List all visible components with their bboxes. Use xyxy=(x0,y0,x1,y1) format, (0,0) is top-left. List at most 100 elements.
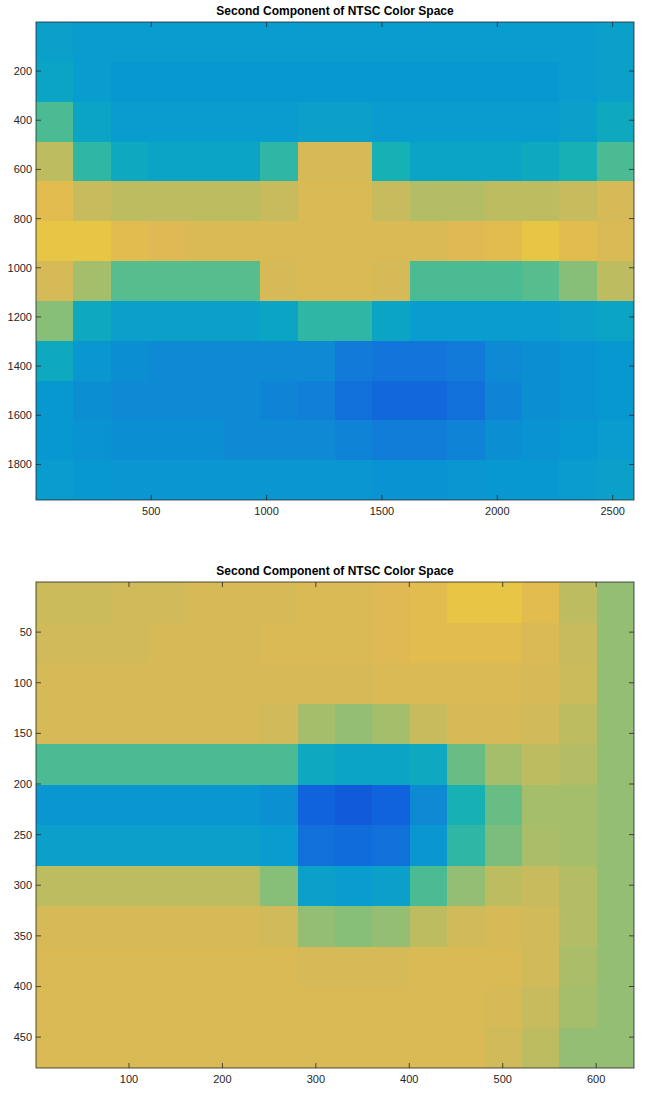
heat-cell xyxy=(111,704,149,745)
heat-cell xyxy=(148,62,186,102)
heat-cell xyxy=(36,420,74,460)
x-tick xyxy=(266,495,267,500)
y-tick xyxy=(629,733,634,734)
heat-cell xyxy=(36,582,74,623)
heat-cell xyxy=(298,62,336,102)
heat-cell xyxy=(485,102,523,142)
heat-cell xyxy=(485,906,523,947)
heat-cell xyxy=(372,381,410,421)
heat-cell xyxy=(223,381,261,421)
heat-cell xyxy=(522,906,560,947)
heat-cell xyxy=(223,987,261,1028)
heat-cell xyxy=(298,987,336,1028)
x-tick-label: 500 xyxy=(142,505,160,517)
heat-cell xyxy=(372,906,410,947)
heat-cell xyxy=(148,582,186,623)
y-tick-label: 1000 xyxy=(8,262,32,274)
heat-cell xyxy=(522,261,560,301)
heat-cell xyxy=(36,62,74,102)
heat-cell xyxy=(36,623,74,664)
heat-cell xyxy=(597,460,634,500)
heat-cell xyxy=(372,142,410,182)
heat-cell xyxy=(410,62,448,102)
heat-cell xyxy=(522,785,560,826)
y-tick xyxy=(629,464,634,465)
y-tick xyxy=(629,834,634,835)
heat-cell xyxy=(148,866,186,907)
heat-cell xyxy=(372,785,410,826)
heat-cell xyxy=(260,785,298,826)
heat-cell xyxy=(148,460,186,500)
heat-cell xyxy=(335,102,373,142)
heat-cell xyxy=(559,221,597,261)
heat-cell xyxy=(36,987,74,1028)
heat-cell xyxy=(485,623,523,664)
y-tick xyxy=(629,632,634,633)
x-tick xyxy=(596,1063,597,1068)
heat-cell xyxy=(36,102,74,142)
heat-cell xyxy=(223,221,261,261)
heat-cell xyxy=(410,785,448,826)
heat-cell xyxy=(111,947,149,988)
heat-cell xyxy=(186,261,224,301)
y-tick-label: 400 xyxy=(14,114,32,126)
heat-cell xyxy=(73,663,111,704)
heat-cell xyxy=(111,460,149,500)
heat-cell xyxy=(335,381,373,421)
y-tick-label: 150 xyxy=(14,727,32,739)
heat-cell xyxy=(148,301,186,341)
heat-cell xyxy=(597,221,634,261)
heat-cell xyxy=(73,744,111,785)
heat-cell xyxy=(148,663,186,704)
x-tick xyxy=(409,582,410,587)
heat-cell xyxy=(73,420,111,460)
heat-cell xyxy=(298,261,336,301)
heat-cell xyxy=(111,906,149,947)
y-tick-label: 350 xyxy=(14,930,32,942)
y-tick xyxy=(629,415,634,416)
heat-cell xyxy=(260,381,298,421)
heat-cell xyxy=(597,825,634,866)
heat-cell xyxy=(186,102,224,142)
heat-cell xyxy=(148,181,186,221)
y-tick xyxy=(629,935,634,936)
heat-cell xyxy=(298,381,336,421)
heat-cell xyxy=(186,866,224,907)
heat-cell xyxy=(36,906,74,947)
heat-cell xyxy=(148,420,186,460)
heat-cell xyxy=(111,987,149,1028)
heat-cell xyxy=(559,987,597,1028)
heat-cell xyxy=(485,460,523,500)
heat-cell xyxy=(260,906,298,947)
x-tick xyxy=(266,22,267,27)
heat-cell xyxy=(335,825,373,866)
y-tick xyxy=(629,169,634,170)
heat-cell xyxy=(559,704,597,745)
heat-cell xyxy=(522,663,560,704)
heat-cell xyxy=(73,22,111,62)
heat-cell xyxy=(447,420,485,460)
heat-cell xyxy=(597,341,634,381)
y-tick xyxy=(629,1037,634,1038)
heat-cell xyxy=(485,866,523,907)
heat-cell xyxy=(522,825,560,866)
heat-cell xyxy=(73,142,111,182)
heat-cell xyxy=(298,102,336,142)
heat-cell xyxy=(298,947,336,988)
heat-cell xyxy=(186,663,224,704)
heat-cell xyxy=(36,142,74,182)
heat-cell xyxy=(186,704,224,745)
heat-cell xyxy=(260,181,298,221)
heat-cell xyxy=(335,181,373,221)
heat-cell xyxy=(186,381,224,421)
heat-cell xyxy=(522,704,560,745)
y-tick xyxy=(36,986,41,987)
heat-cell xyxy=(447,785,485,826)
heat-cell xyxy=(335,663,373,704)
y-tick-label: 200 xyxy=(14,778,32,790)
heat-cell xyxy=(73,301,111,341)
x-tick-label: 400 xyxy=(400,1073,418,1085)
heat-cell xyxy=(223,341,261,381)
heat-cell xyxy=(559,381,597,421)
heat-cell xyxy=(372,947,410,988)
